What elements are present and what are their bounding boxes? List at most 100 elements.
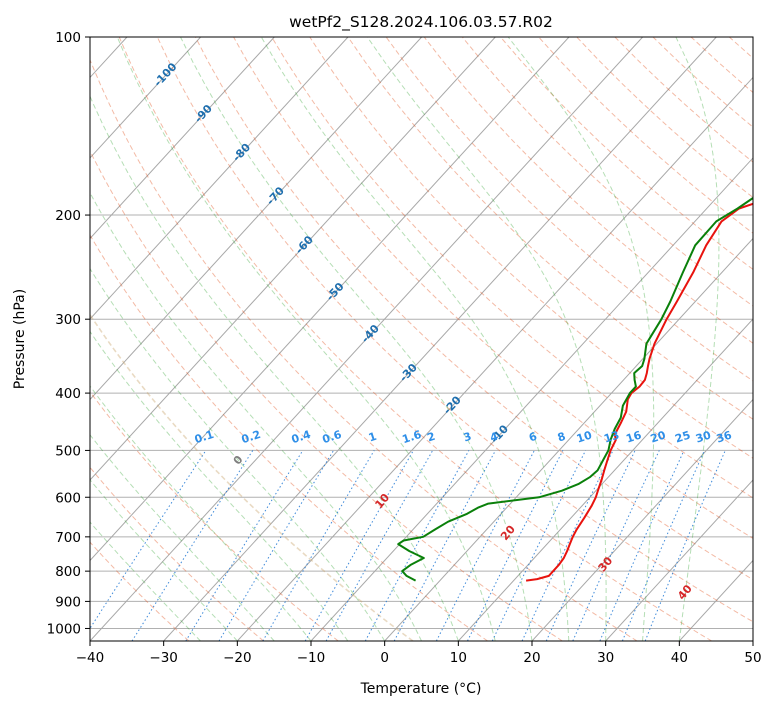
mixing-ratio-line [304, 450, 414, 641]
mixing-ratio-label: 3 [462, 430, 473, 445]
x-tick-label: −20 [223, 650, 252, 666]
y-axis-label: Pressure (hPa) [12, 289, 28, 389]
moist-adiabat [90, 267, 386, 641]
dry-adiabat [233, 37, 753, 539]
background-lines [90, 37, 753, 641]
x-tick-label: 30 [597, 650, 614, 666]
isotherm [90, 37, 496, 481]
mixing-ratio-line [599, 450, 685, 641]
sounding-profiles [397, 196, 753, 582]
x-tick-label: 20 [523, 650, 540, 666]
dewpoint-profile [397, 196, 753, 582]
y-tick-label: 300 [55, 312, 81, 328]
dry-adiabat [90, 149, 563, 641]
moist-adiabat [116, 37, 496, 641]
chart-title: wetPf2_S128.2024.106.03.57.R02 [289, 13, 553, 32]
y-tick-label: 700 [55, 530, 81, 546]
dry-adiabat [90, 58, 638, 641]
moist-adiabat [90, 434, 275, 641]
mixing-ratio-line [90, 450, 207, 630]
isotherm [457, 318, 753, 641]
moist-adiabat [366, 37, 607, 641]
x-tick-label: 40 [671, 650, 688, 666]
mixing-ratio-line [467, 450, 564, 641]
temperature-profile [525, 202, 753, 582]
y-tick-label: 800 [55, 564, 81, 580]
moist-adiabat [180, 37, 533, 641]
mixing-ratio-label: 0.2 [240, 428, 263, 446]
moist-adiabat [90, 521, 201, 641]
mixing-ratio-label: 2 [426, 430, 437, 445]
isotherm [90, 37, 202, 159]
dry-adiabat [690, 37, 753, 94]
mixing-ratio-label: 10 [575, 428, 594, 445]
mixing-ratio-label: 1.6 [401, 428, 424, 446]
mixing-ratio-line [325, 450, 434, 641]
grid-layer [90, 37, 753, 641]
x-tick-label: −40 [76, 650, 105, 666]
dry-adiabat [309, 37, 753, 459]
mixing-ratio-line [644, 450, 726, 641]
mixing-ratio-line [393, 450, 496, 641]
y-tick-label: 100 [55, 30, 81, 46]
moist-adiabat-label: 40 [675, 582, 695, 602]
dry-adiabat [385, 37, 753, 382]
mixing-ratio-line [262, 450, 375, 641]
mixing-ratio-label: 30 [694, 428, 713, 445]
mixing-ratio-label: 4 [488, 430, 500, 445]
mixing-ratio-line [621, 450, 705, 641]
isotherm [163, 37, 717, 641]
mixing-ratio-label: 13 [602, 429, 621, 446]
y-tick-label: 900 [55, 594, 81, 610]
mixing-ratio-label: 0.1 [193, 428, 216, 446]
mixing-ratio-label: 16 [624, 428, 643, 445]
y-tick-label: 400 [55, 386, 81, 402]
y-tick-label: 600 [55, 490, 81, 506]
moist-adiabat [90, 191, 422, 641]
x-tick-label: −30 [149, 650, 178, 666]
x-axis-ticks: −40 −30 −20 −10 0 10 20 30 40 50 [76, 641, 762, 666]
y-axis-ticks: 100 200 300 400 500 600 700 800 900 1000 [47, 30, 90, 637]
mixing-ratio-line [218, 450, 335, 641]
mixing-ratio-line [491, 450, 587, 641]
mixing-ratio-label: 0.4 [290, 428, 313, 446]
dry-adiabat [194, 37, 753, 581]
isotherm [384, 237, 753, 641]
isotherm [605, 479, 753, 641]
mixing-ratio-label: 1 [367, 430, 378, 445]
isotherm [90, 37, 275, 240]
moist-adiabat [507, 37, 655, 641]
line-labels: -100-90-80-70-60-50-40-30-20-100.1 0.2 0.4… [151, 60, 733, 602]
moist-adiabat [90, 330, 349, 641]
x-tick-label: 10 [450, 650, 467, 666]
mixing-ratio-label: 0.6 [321, 428, 344, 446]
dry-adiabat [728, 37, 753, 59]
moist-adiabat [90, 385, 312, 641]
mixing-ratio-line [131, 450, 254, 641]
moist-adiabat [90, 95, 459, 641]
dry-adiabat [90, 391, 339, 641]
dry-adiabat [652, 37, 753, 128]
y-tick-label: 500 [55, 443, 81, 459]
isotherm [90, 37, 644, 641]
mixing-ratio-line [521, 450, 614, 641]
x-axis-label: Temperature (°C) [360, 681, 482, 697]
mixing-ratio-line [185, 450, 304, 641]
mixing-ratio-line [572, 450, 660, 641]
mixing-ratio-label: 25 [673, 429, 692, 446]
moist-adiabat-label: 10 [372, 491, 392, 511]
isotherm [236, 76, 753, 641]
mixing-ratio-line [364, 450, 470, 641]
mixing-ratio-label: 36 [715, 428, 734, 445]
dry-adiabat [90, 313, 414, 641]
mixing-ratio-line [545, 450, 636, 641]
isotherm [752, 640, 753, 641]
mixing-ratio-line [435, 450, 535, 641]
dry-adiabat [90, 466, 264, 641]
x-tick-label: −10 [297, 650, 326, 666]
moist-adiabat [260, 37, 570, 641]
dry-adiabat [156, 37, 753, 623]
x-tick-label: 0 [380, 650, 389, 666]
dry-adiabat [461, 37, 753, 307]
